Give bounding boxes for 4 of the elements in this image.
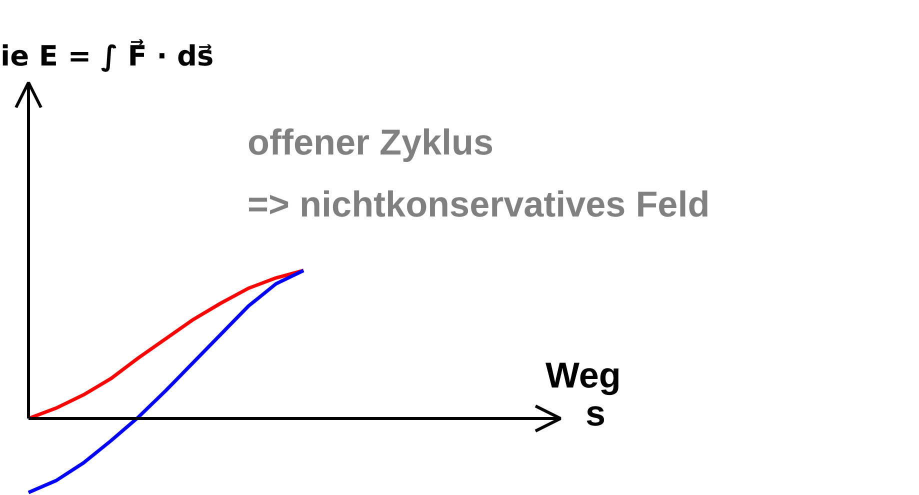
text: Weg (546, 354, 621, 396)
text: ie E = ∫ F⃗ · ds⃗ (0, 38, 214, 72)
text: offener Zyklus (248, 122, 494, 162)
text: => nichtkonservatives Feld (248, 184, 710, 224)
